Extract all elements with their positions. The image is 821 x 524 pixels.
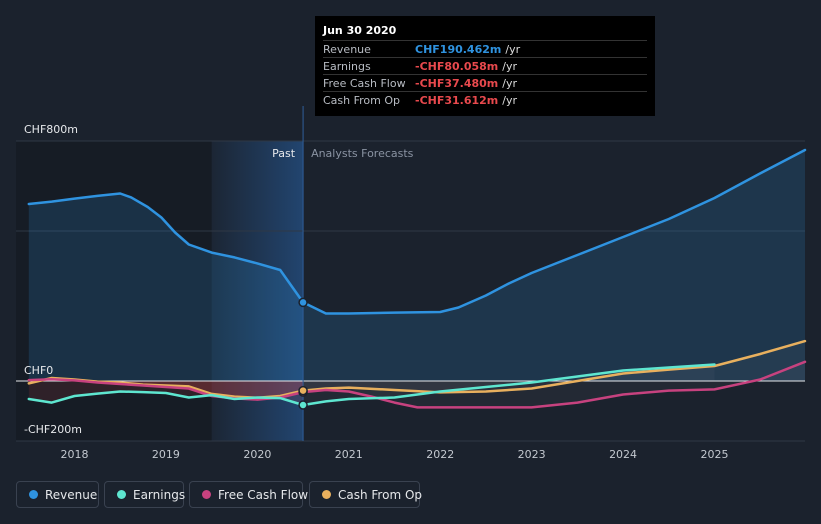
legend-label: Free Cash Flow [218,488,309,502]
x-tick-label: 2018 [61,448,89,461]
y-tick-label: CHF0 [24,364,53,377]
past-highlight-shade [211,141,304,441]
legend-dot [202,490,211,499]
legend-dot [117,490,126,499]
negative-area-2 [28,378,304,398]
forecast-area-2 [303,341,805,393]
tooltip-value-revenue: CHF190.462m [415,43,502,56]
legend-item-earnings[interactable]: Earnings [104,481,186,508]
tooltip-label: Revenue [323,43,371,56]
tooltip-unit: /yr [502,77,518,90]
tooltip-label: Earnings [323,60,371,73]
tooltip-value: -CHF80.058m/yr [415,60,517,73]
y-tick-label: -CHF200m [24,423,82,436]
tooltip-label: Cash From Op [323,94,401,107]
legend-label: Cash From Op [338,488,423,502]
tooltip-unit: /yr [505,43,521,56]
x-tick-label: 2021 [335,448,363,461]
legend-dot [322,490,331,499]
legend-item-revenue[interactable]: Revenue [16,481,99,508]
legend-label: Earnings [133,488,186,502]
forecast-label: Analysts Forecasts [311,147,414,160]
tooltip-value: -CHF31.612m/yr [415,94,517,107]
tooltip-date: Jun 30 2020 [323,24,397,37]
tooltip-row-cfo: Cash From Op -CHF31.612m/yr [323,91,647,108]
tooltip-value: -CHF37.480m/yr [415,77,517,90]
tooltip-row-earnings: Earnings -CHF80.058m/yr [323,57,647,74]
x-tick-label: 2020 [243,448,271,461]
tooltip-row-fcf: Free Cash Flow -CHF37.480m/yr [323,74,647,91]
tooltip-value: CHF190.462m/yr [415,43,520,56]
highlight-point-earnings [298,400,308,410]
negative-area-1 [28,379,304,400]
x-tick-label: 2023 [518,448,546,461]
tooltip-row-revenue: Revenue CHF190.462m/yr [323,40,647,57]
legend-dot [29,490,38,499]
y-tick-label: CHF800m [24,123,78,136]
highlight-point-revenue [298,297,308,308]
series-line-free-cash-flow [27,360,807,409]
legend-item-free-cash-flow[interactable]: Free Cash Flow [189,481,308,508]
past-label: Past [272,147,296,160]
series-line-earnings [27,363,716,407]
tooltip-unit: /yr [502,60,518,73]
legend-label: Revenue [45,488,98,502]
tooltip-label: Free Cash Flow [323,77,406,90]
tooltip-unit: /yr [502,94,518,107]
tooltip-value-cfo: -CHF31.612m [415,94,499,107]
tooltip: Jun 30 2020 Revenue CHF190.462m/yr Earni… [315,16,655,116]
revenue-area [28,150,806,381]
tooltip-value-fcf: -CHF37.480m [415,77,499,90]
legend-item-cash-from-op[interactable]: Cash From Op [309,481,423,508]
tooltip-value-earnings: -CHF80.058m [415,60,499,73]
x-tick-label: 2019 [152,448,180,461]
x-tick-label: 2024 [609,448,637,461]
x-tick-label: 2022 [426,448,454,461]
x-tick-label: 2025 [700,448,728,461]
highlight-point-cash-from-op [298,385,308,396]
